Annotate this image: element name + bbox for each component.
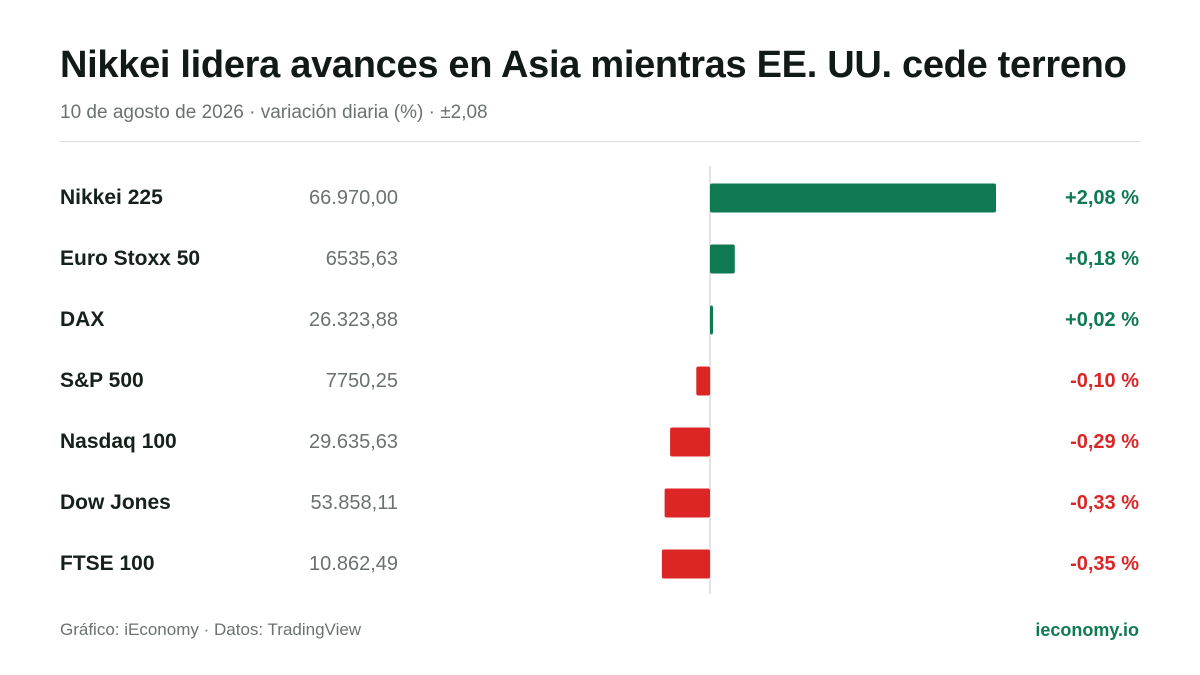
category-label: Nasdaq 100 bbox=[60, 430, 177, 453]
change-label: +2,08 % bbox=[1065, 187, 1139, 209]
index-value: 26.323,88 bbox=[309, 309, 398, 331]
category-label: Euro Stoxx 50 bbox=[60, 247, 201, 270]
chart-subtitle: 10 de agosto de 2026 · variación diaria … bbox=[60, 102, 488, 123]
category-label: DAX bbox=[60, 308, 105, 331]
change-label: +0,18 % bbox=[1065, 248, 1139, 270]
index-value: 29.635,63 bbox=[309, 431, 398, 453]
category-label: FTSE 100 bbox=[60, 552, 155, 575]
index-value: 6535,63 bbox=[325, 248, 398, 270]
index-value: 7750,25 bbox=[325, 370, 398, 392]
bar-dax bbox=[710, 305, 713, 335]
chart-title: Nikkei lidera avances en Asia mientras E… bbox=[60, 44, 1127, 86]
category-label: Dow Jones bbox=[60, 491, 171, 514]
index-value: 66.970,00 bbox=[309, 187, 398, 209]
change-label: -0,10 % bbox=[1070, 370, 1139, 392]
source-note: Gráfico: iEconomy · Datos: TradingView bbox=[60, 620, 362, 639]
change-label: +0,02 % bbox=[1065, 309, 1139, 331]
bar-nasdaq-100 bbox=[670, 427, 710, 457]
category-label: Nikkei 225 bbox=[60, 186, 163, 209]
category-label: S&P 500 bbox=[60, 369, 144, 392]
index-value: 10.862,49 bbox=[309, 553, 398, 575]
change-label: -0,33 % bbox=[1070, 492, 1139, 514]
header-divider bbox=[60, 141, 1140, 142]
bar-nikkei-225 bbox=[710, 183, 996, 213]
bar-s-p-500 bbox=[696, 366, 711, 396]
change-label: -0,29 % bbox=[1070, 431, 1139, 453]
index-value: 53.858,11 bbox=[310, 492, 399, 514]
change-label: -0,35 % bbox=[1070, 553, 1139, 575]
bar-dow-jones bbox=[664, 488, 710, 518]
bar-ftse-100 bbox=[661, 549, 710, 579]
brand-link[interactable]: ieconomy.io bbox=[1035, 620, 1139, 640]
bar-euro-stoxx-50 bbox=[710, 244, 735, 274]
